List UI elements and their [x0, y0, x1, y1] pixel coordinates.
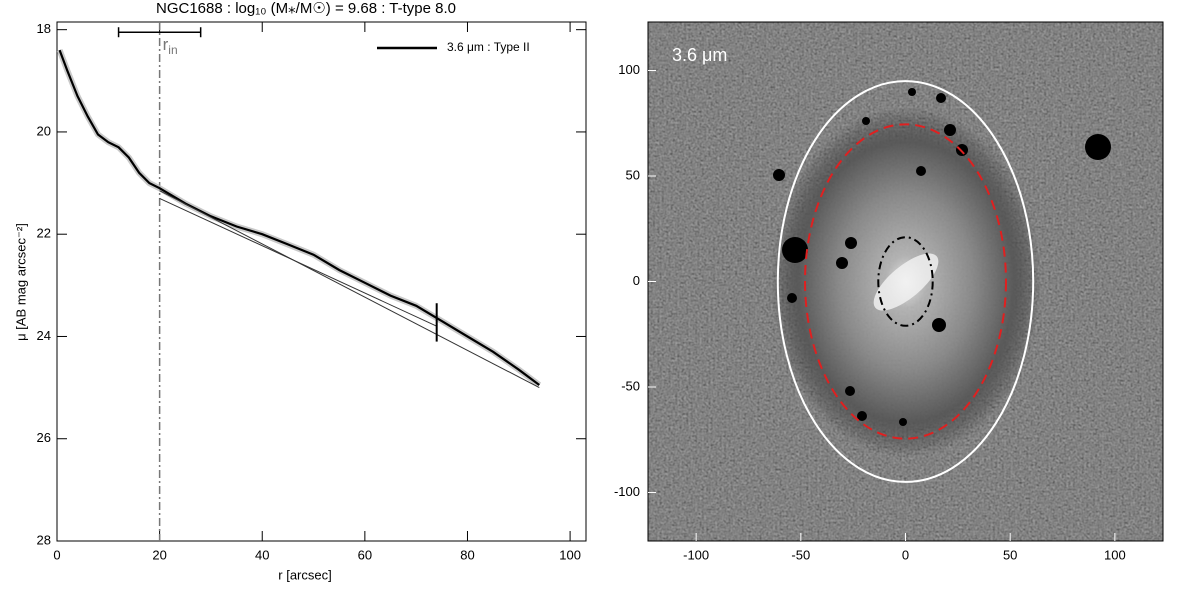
image-panel	[648, 22, 1163, 541]
y-tick-label: 20	[37, 123, 51, 138]
aperture-ellipse	[804, 123, 1007, 440]
chart-title: NGC1688 : log₁₀ (M⁎/M☉) = 9.68 : T-type …	[156, 0, 456, 17]
masks	[773, 88, 1111, 426]
x-tick-label: -50	[791, 547, 810, 562]
x-tick-label: 0	[53, 547, 60, 562]
x-tick-label: 50	[1003, 547, 1017, 562]
x-axis-label: r [arcsec]	[278, 567, 331, 582]
r-in-label: rin	[163, 36, 178, 58]
x-tick-label: 100	[1104, 547, 1126, 562]
x-tick-label: 40	[255, 547, 269, 562]
x-tick-label: -100	[683, 547, 709, 562]
image-label: 3.6 μm	[672, 45, 727, 65]
y-tick-label: 24	[37, 328, 51, 343]
fit-line	[159, 190, 540, 389]
y-tick-label: 50	[626, 167, 640, 182]
y-tick-label: -100	[614, 484, 640, 499]
x-tick-label: 60	[358, 547, 372, 562]
x-tick-label: 100	[559, 547, 581, 562]
y-tick-label: 22	[37, 226, 51, 241]
y-tick-label: 18	[37, 21, 51, 36]
galaxy-bar	[873, 253, 939, 311]
profile-uncertainty	[56, 49, 542, 388]
y-tick-label: 100	[618, 62, 640, 77]
legend-label: 3.6 μm : Type II	[447, 40, 530, 54]
fit-line	[159, 197, 437, 327]
y-tick-label: -50	[621, 378, 640, 393]
plot-frame	[56, 21, 587, 542]
y-tick-label: 28	[37, 532, 51, 547]
r-in-label-sub: in	[168, 43, 177, 57]
x-tick-label: 20	[152, 547, 166, 562]
y-tick-label: 0	[633, 273, 640, 288]
r-in-label-main: r	[163, 36, 169, 55]
x-tick-label: 0	[902, 547, 909, 562]
y-tick-label: 26	[37, 430, 51, 445]
aperture-ellipse	[776, 80, 1035, 483]
y-axis-label: μ [AB mag arcsec⁻²]	[13, 223, 28, 341]
aperture-ellipse	[877, 236, 934, 327]
x-tick-label: 80	[460, 547, 474, 562]
